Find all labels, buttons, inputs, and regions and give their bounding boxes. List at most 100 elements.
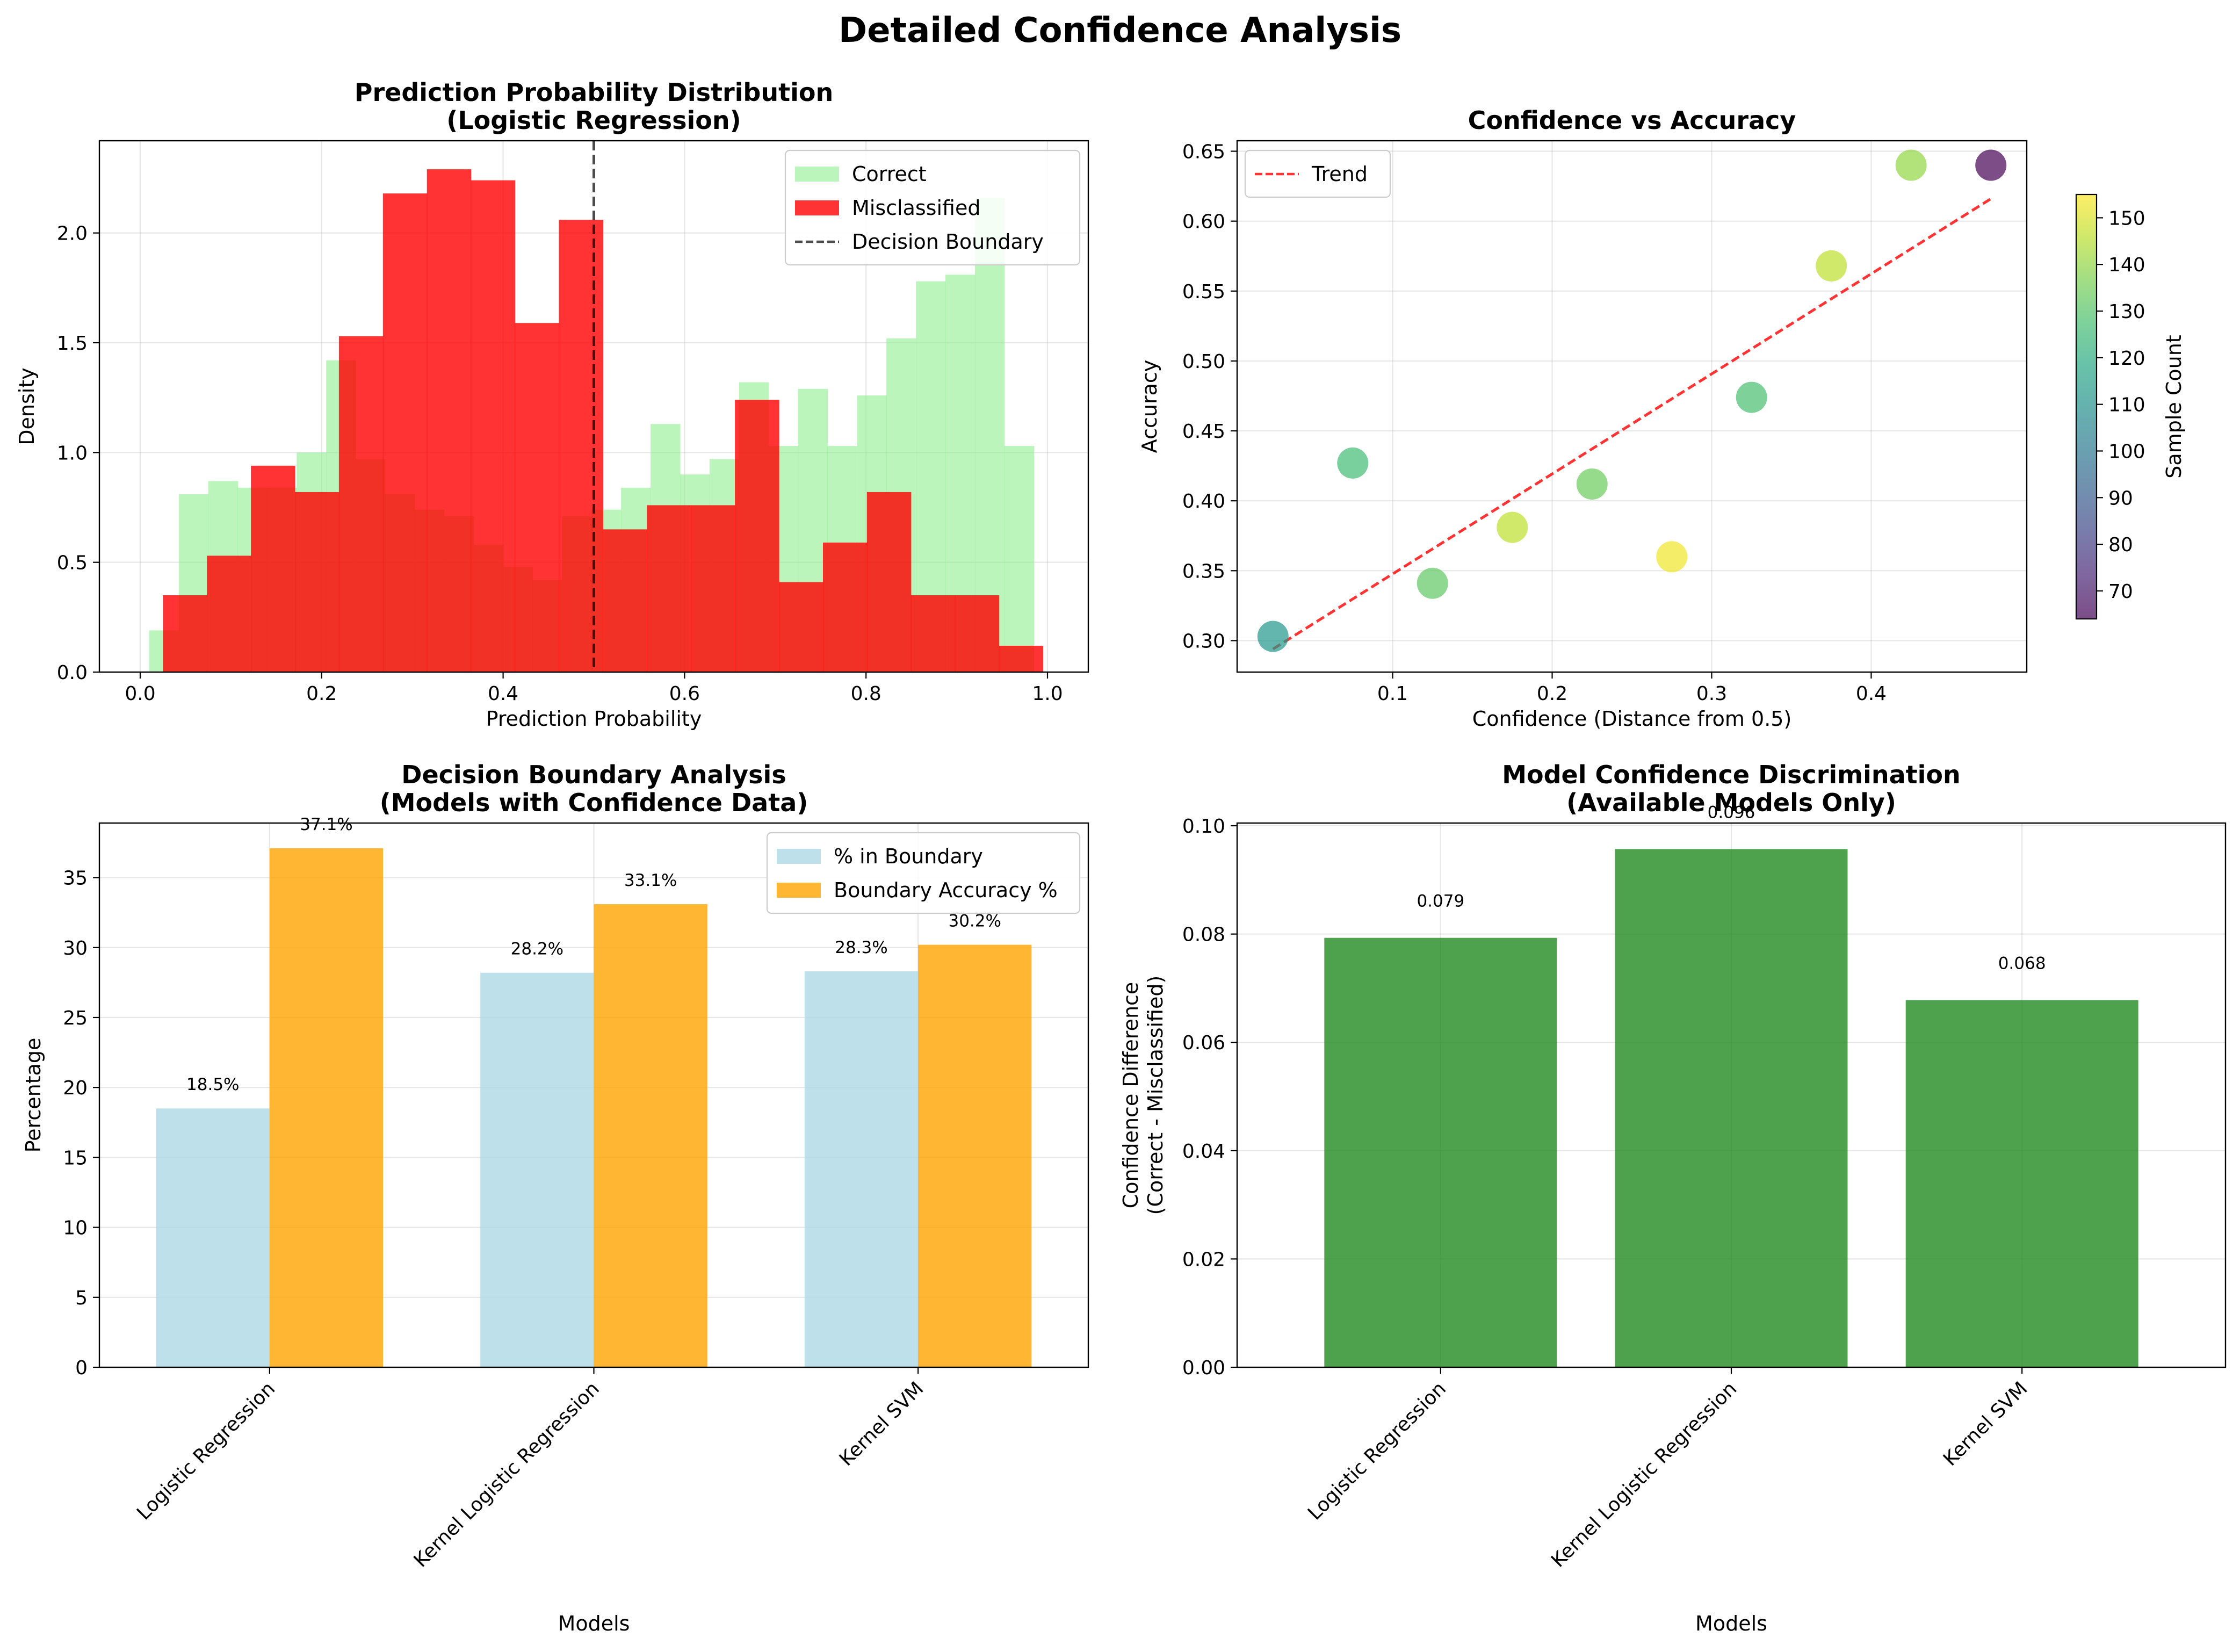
histogram-bar <box>822 542 868 672</box>
y-tick-label: 2.0 <box>57 223 88 245</box>
histogram-bar <box>999 645 1044 672</box>
histogram-bar <box>294 492 339 672</box>
bar <box>594 904 707 1367</box>
bar <box>480 972 594 1367</box>
histogram-bar <box>163 595 207 672</box>
y-tick-label: 0.02 <box>1182 1249 1225 1271</box>
y-tick-label: 0.50 <box>1182 351 1225 373</box>
x-tick-label: 0.2 <box>1537 683 1567 705</box>
x-tick-label: 0.8 <box>851 683 881 705</box>
y-tick-label: 0.55 <box>1182 281 1225 303</box>
y-tick-label: 0.06 <box>1182 1032 1225 1054</box>
y-tick-label: 10 <box>63 1217 88 1239</box>
bar <box>156 1108 270 1367</box>
colorbar-tick-label: 150 <box>2108 207 2145 229</box>
axes-frame <box>98 140 1089 673</box>
scatter-point <box>1576 468 1608 500</box>
bar <box>269 848 384 1367</box>
colorbar-tick-label: 90 <box>2108 487 2133 509</box>
histogram-bar <box>955 595 1000 672</box>
legend-label: Correct <box>852 162 927 186</box>
y-tick-label: 0.04 <box>1182 1141 1225 1163</box>
colorbar-tick-label: 70 <box>2108 581 2133 603</box>
histogram-bar <box>735 400 779 672</box>
bar-value-label: 0.068 <box>1998 954 2046 973</box>
legend-label: Decision Boundary <box>852 230 1044 254</box>
colorbar-tick-label: 100 <box>2108 441 2145 463</box>
legend-label: Boundary Accuracy % <box>834 878 1058 902</box>
bar-value-label: 0.096 <box>1708 803 1755 822</box>
colorbar-tick-label: 80 <box>2108 534 2133 556</box>
y-tick-label: 0.08 <box>1182 924 1225 946</box>
y-tick-label: 0.30 <box>1182 630 1225 652</box>
bar-value-label: 28.3% <box>835 938 887 957</box>
legend-box <box>1244 149 1391 198</box>
y-tick-label: 0.65 <box>1182 141 1225 163</box>
scatter-panel: 0.30 0.35 0.40 0.45 0.50 0.55 0.60 0.65 0.1 0.2 0.… <box>1138 106 2186 731</box>
chart-title: (Models with Confidence Data) <box>380 788 808 817</box>
colorbar-tick-label: 140 <box>2108 254 2145 276</box>
histogram-bar <box>647 505 691 672</box>
boundary-bar-panel: 0 5 10 15 20 25 30 35 Logistic Regression Kernel … <box>21 760 1089 1635</box>
histogram-bar <box>427 169 472 672</box>
legend-swatch <box>795 200 839 215</box>
histogram-bar <box>866 492 912 672</box>
chart-title: Decision Boundary Analysis <box>401 760 786 789</box>
x-tick-label: 0.3 <box>1696 683 1727 705</box>
chart-title: Confidence vs Accuracy <box>1468 106 1796 135</box>
histogram-bar <box>911 595 956 672</box>
y-axis-label: Density <box>15 367 39 445</box>
bar <box>804 971 919 1367</box>
colorbar <box>2075 193 2098 620</box>
x-tick-label: 0.4 <box>488 683 518 705</box>
chart-title: (Available Models Only) <box>1566 788 1896 817</box>
scatter-point <box>1337 447 1369 479</box>
legend-label: % in Boundary <box>834 845 983 868</box>
histogram-bar <box>515 323 560 672</box>
y-tick-label: 1.0 <box>57 442 88 464</box>
histogram-bar <box>382 193 428 672</box>
histogram-bar <box>338 336 384 672</box>
histogram-bar <box>974 198 1005 672</box>
legend-swatch <box>795 167 839 182</box>
bar <box>918 944 1032 1367</box>
y-tick-label: 0 <box>75 1357 88 1379</box>
histogram-bar <box>603 529 647 672</box>
histogram-bar <box>471 180 516 672</box>
x-axis-label: Confidence (Distance from 0.5) <box>1472 707 1792 731</box>
x-tick-label: Logistic Regression <box>133 1377 279 1524</box>
histogram-bar <box>559 220 603 672</box>
y-tick-label: 0.45 <box>1182 421 1225 443</box>
y-tick-label: 0.10 <box>1182 816 1225 838</box>
scatter-point <box>1816 250 1847 282</box>
bar-value-label: 18.5% <box>186 1075 239 1094</box>
y-tick-label: 0.60 <box>1182 211 1225 233</box>
bar-value-label: 0.079 <box>1417 892 1464 911</box>
legend-swatch <box>777 849 821 864</box>
y-tick-label: 35 <box>63 868 88 890</box>
legend-label: Misclassified <box>852 196 980 220</box>
bar <box>1324 937 1557 1367</box>
histogram-bar <box>1004 446 1035 672</box>
figure-suptitle: Detailed Confidence Analysis <box>839 11 1401 51</box>
chart-title: Model Confidence Discrimination <box>1502 760 1961 789</box>
bar-value-label: 28.2% <box>511 940 563 959</box>
y-tick-label: 0.00 <box>1182 1357 1225 1379</box>
bar <box>1615 849 1848 1367</box>
colorbar-tick-label: 120 <box>2108 348 2145 370</box>
bar <box>1905 1000 2138 1367</box>
x-tick-label: Logistic Regression <box>1304 1377 1450 1524</box>
axes-frame <box>1236 822 2227 1368</box>
colorbar-tick-label: 110 <box>2108 394 2145 416</box>
x-tick-label: 0.1 <box>1377 683 1408 705</box>
y-tick-label: 0.0 <box>57 662 88 684</box>
x-tick-label: Kernel SVM <box>1939 1377 2032 1470</box>
y-axis-label: (Correct - Misclassified) <box>1144 976 1167 1215</box>
histogram-bar <box>691 505 735 672</box>
y-tick-label: 15 <box>63 1147 88 1169</box>
chart-title: Prediction Probability Distribution <box>355 78 833 107</box>
scatter-point <box>1975 149 2007 181</box>
x-tick-label: Kernel Logistic Regression <box>410 1377 604 1571</box>
histogram-bar <box>779 582 823 672</box>
